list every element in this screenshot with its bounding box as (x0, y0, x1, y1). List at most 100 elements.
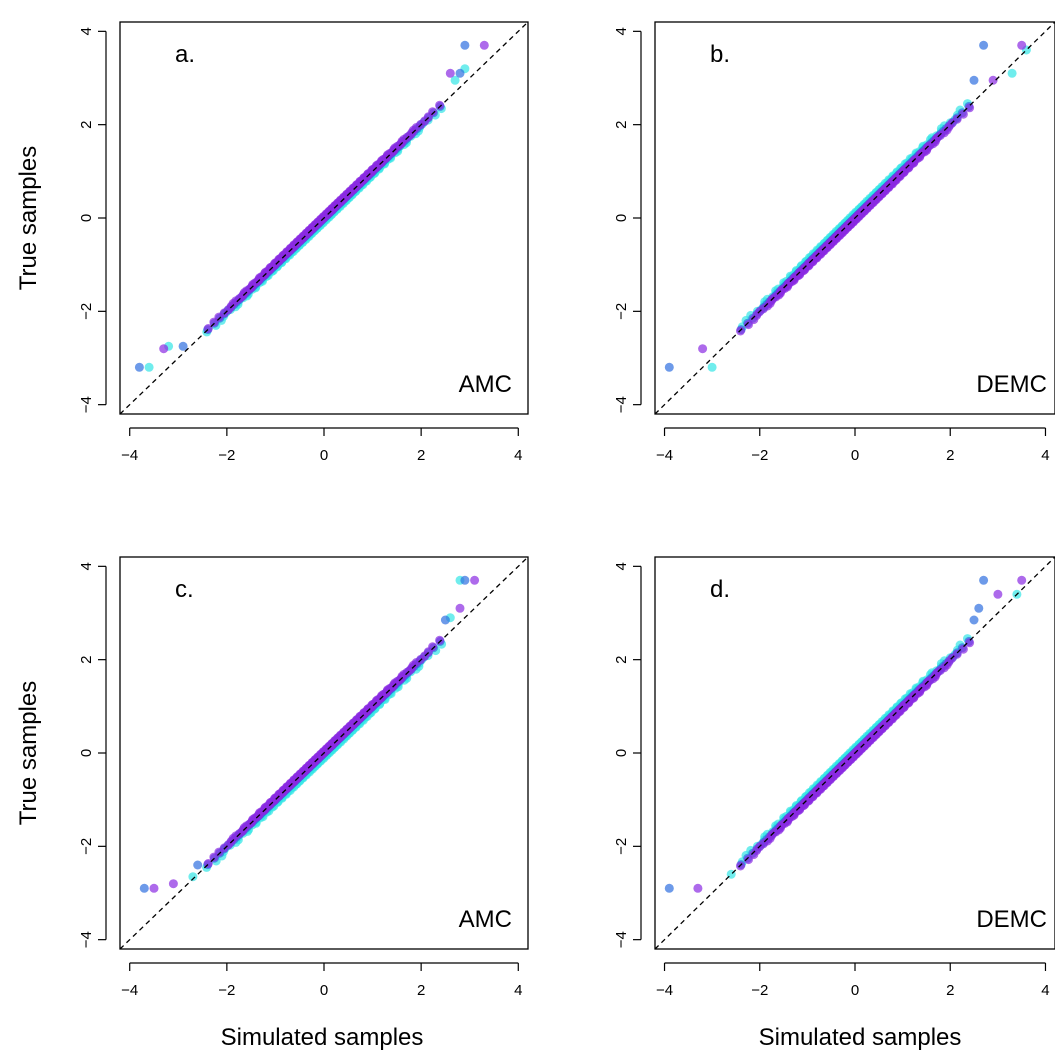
data-point (460, 40, 470, 50)
data-point (193, 860, 203, 870)
x-axis-title-right: Simulated samples (759, 1024, 962, 1051)
x-axis-title-left: Simulated samples (221, 1024, 424, 1051)
data-point (460, 575, 470, 585)
data-point (149, 883, 159, 893)
data-point (435, 635, 445, 645)
panel-c: c. AMC −4 −2 0 2 4 −4 −2 0 2 4 (78, 556, 529, 999)
data-point (445, 68, 455, 78)
reference-diagonal-line (654, 21, 1055, 415)
x-tick-label: 2 (417, 447, 425, 464)
method-label: DEMC (976, 906, 1047, 933)
x-tick-label: 4 (1041, 447, 1049, 464)
data-point (974, 603, 984, 613)
data-point (698, 344, 708, 354)
data-point (969, 615, 979, 625)
x-tick-label: 4 (514, 982, 522, 999)
data-point (965, 638, 975, 648)
data-point (1017, 40, 1027, 50)
data-point (664, 883, 674, 893)
x-tick-label: 0 (851, 982, 859, 999)
x-tick-label: −2 (218, 447, 235, 464)
method-label: AMC (459, 371, 512, 398)
y-axis-title-top: True samples (15, 146, 42, 291)
x-tick-label: 0 (320, 982, 328, 999)
panel-b: b. DEMC −4 −2 0 2 4 −4 −2 0 2 4 (613, 21, 1055, 464)
y-tick-label: 2 (613, 120, 630, 128)
plot-frame (654, 21, 1055, 415)
plot-frame (654, 556, 1055, 950)
y-tick-label: 2 (78, 120, 95, 128)
data-point (979, 575, 989, 585)
data-point (965, 103, 975, 113)
data-point (168, 879, 178, 889)
y-tick-label: 2 (613, 655, 630, 663)
data-point (470, 575, 480, 585)
y-tick-label: 0 (613, 214, 630, 222)
method-label: AMC (459, 906, 512, 933)
x-tick-label: −2 (218, 982, 235, 999)
x-tick-label: 4 (514, 447, 522, 464)
panel-a: a. AMC −4 −2 0 2 4 −4 −2 0 2 4 (78, 21, 529, 464)
plot-frame (119, 556, 529, 950)
data-point (139, 883, 149, 893)
y-tick-label: 4 (78, 562, 95, 570)
y-tick-label: −4 (613, 931, 630, 948)
data-point (969, 75, 979, 85)
data-point (693, 883, 703, 893)
data-point (952, 114, 962, 124)
data-point (440, 615, 450, 625)
series-2 (698, 40, 1027, 354)
method-label: DEMC (976, 371, 1047, 398)
data-point (159, 344, 169, 354)
x-tick-label: 2 (946, 447, 954, 464)
reference-diagonal-line (119, 556, 529, 950)
y-tick-label: −2 (78, 303, 95, 320)
data-point (1017, 575, 1027, 585)
data-point (958, 644, 968, 654)
y-tick-label: −4 (78, 931, 95, 948)
panel-letter: c. (175, 576, 194, 603)
y-tick-label: −4 (613, 396, 630, 413)
x-tick-label: 4 (1041, 982, 1049, 999)
y-tick-label: −2 (78, 838, 95, 855)
y-tick-label: 0 (613, 749, 630, 757)
x-tick-label: −4 (121, 982, 138, 999)
data-point (479, 40, 489, 50)
x-tick-label: −4 (656, 982, 673, 999)
y-tick-label: −2 (613, 838, 630, 855)
y-tick-label: 4 (613, 27, 630, 35)
data-point (188, 872, 198, 882)
data-point (435, 100, 445, 110)
series-1 (664, 40, 989, 372)
reference-diagonal-line (119, 21, 529, 415)
series-1 (139, 575, 470, 893)
x-tick-label: −2 (751, 447, 768, 464)
series-2 (149, 575, 480, 893)
y-tick-label: −4 (78, 396, 95, 413)
series-2 (159, 40, 489, 354)
data-point (455, 603, 465, 613)
x-tick-label: −2 (751, 982, 768, 999)
data-point (958, 109, 968, 119)
data-point (664, 362, 674, 372)
data-point (428, 107, 438, 117)
y-tick-label: 0 (78, 749, 95, 757)
data-point (1007, 68, 1017, 78)
panel-d: d. DEMC −4 −2 0 2 4 −4 −2 0 2 4 (613, 556, 1055, 999)
data-point (134, 362, 144, 372)
panel-letter: a. (175, 41, 195, 68)
data-point (450, 75, 460, 85)
panel-letter: d. (710, 576, 730, 603)
data-point (144, 362, 154, 372)
y-tick-label: −2 (613, 303, 630, 320)
plot-frame (119, 21, 529, 415)
y-tick-label: 4 (613, 562, 630, 570)
y-tick-label: 2 (78, 655, 95, 663)
y-tick-label: 0 (78, 214, 95, 222)
data-point (707, 362, 717, 372)
x-tick-label: −4 (656, 447, 673, 464)
series-1 (134, 40, 470, 372)
y-tick-label: 4 (78, 27, 95, 35)
x-tick-label: 2 (946, 982, 954, 999)
